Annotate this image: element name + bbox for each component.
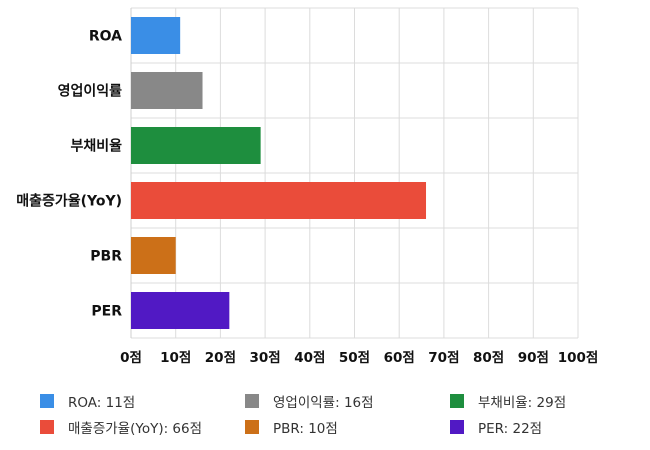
bar	[131, 237, 176, 274]
category-label: 부채비율	[70, 138, 122, 155]
legend-item: ROA: 11점	[40, 390, 135, 412]
legend-swatch	[450, 394, 464, 408]
legend-item: 부채비율: 29점	[450, 390, 566, 412]
bars	[131, 17, 427, 329]
bar	[131, 127, 261, 164]
x-axis-ticks: 0점 10점 20점 30점 40점 50점 60점 70점 80점 90점 100점	[120, 349, 598, 366]
legend-item: 매출증가율(YoY): 66점	[40, 416, 202, 438]
legend-item: PER: 22점	[450, 416, 542, 438]
legend: ROA: 11점 영업이익률: 16점 부채비율: 29점 매출증가율(YoY)…	[40, 390, 640, 440]
legend-label: ROA: 11점	[68, 395, 136, 411]
bar	[131, 72, 203, 109]
legend-swatch	[245, 394, 259, 408]
bar	[131, 17, 181, 54]
category-label: ROA	[89, 29, 122, 45]
legend-swatch	[40, 420, 54, 434]
legend-swatch	[40, 394, 54, 408]
bar	[131, 292, 230, 329]
legend-item: 영업이익률: 16점	[245, 390, 374, 412]
category-label: PBR	[90, 249, 122, 265]
category-label: PER	[91, 304, 122, 320]
legend-swatch	[245, 420, 259, 434]
legend-label: 영업이익률: 16점	[273, 395, 374, 411]
x-tick-label: 70점	[428, 349, 459, 366]
x-tick-label: 60점	[384, 349, 415, 366]
x-tick-label: 80점	[473, 349, 504, 366]
x-tick-label: 100점	[558, 349, 599, 366]
legend-label: PER: 22점	[478, 421, 543, 437]
category-label: 매출증가율(YoY)	[16, 193, 122, 210]
grid	[130, 7, 579, 339]
x-tick-label: 50점	[339, 349, 370, 366]
x-tick-label: 30점	[249, 349, 280, 366]
x-tick-label: 40점	[294, 349, 325, 366]
x-tick-label: 20점	[205, 349, 236, 366]
x-tick-label: 10점	[160, 349, 191, 366]
legend-label: 매출증가율(YoY): 66점	[68, 421, 203, 437]
x-tick-label: 0점	[120, 349, 142, 366]
bar	[131, 182, 427, 219]
legend-swatch	[450, 420, 464, 434]
x-tick-label: 90점	[518, 349, 549, 366]
legend-label: PBR: 10점	[273, 421, 338, 437]
category-label: 영업이익률	[58, 83, 123, 100]
legend-item: PBR: 10점	[245, 416, 338, 438]
legend-label: 부채비율: 29점	[478, 395, 567, 411]
